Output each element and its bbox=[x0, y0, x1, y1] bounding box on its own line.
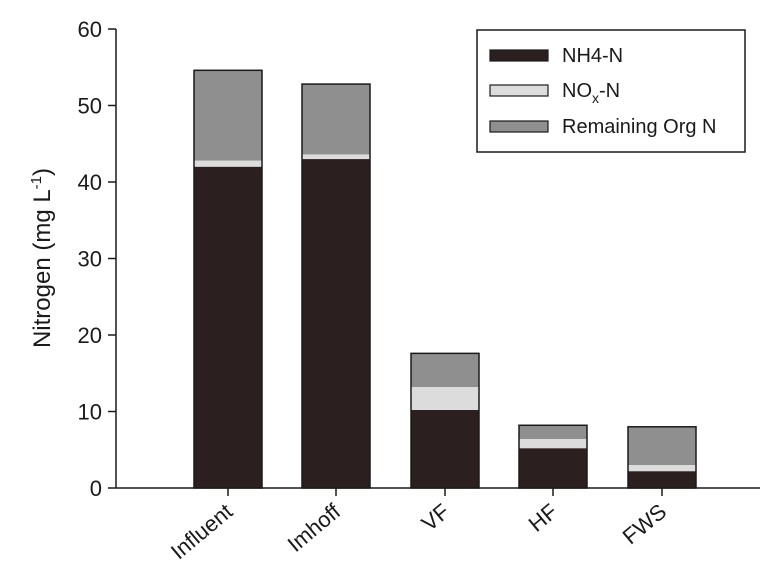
legend: NH4-N NOx-N Remaining Org N bbox=[476, 29, 746, 153]
legend-label-nh4: NH4-N bbox=[562, 45, 623, 67]
bar-segment bbox=[411, 409, 479, 488]
bar-segment bbox=[519, 439, 587, 449]
legend-swatch-nh4 bbox=[489, 49, 549, 62]
bar-outline bbox=[518, 424, 588, 489]
bar-segment bbox=[302, 154, 370, 160]
y-axis-title: Nitrogen (mg L-1) bbox=[28, 168, 56, 348]
x-tick-label: HF bbox=[524, 499, 563, 537]
y-tick-label: 30 bbox=[78, 247, 102, 272]
x-tick-label: VF bbox=[417, 499, 455, 536]
legend-label-nox: NOx-N bbox=[562, 80, 620, 106]
y-tick-label: 60 bbox=[78, 17, 102, 42]
bar-segment bbox=[411, 387, 479, 410]
legend-swatch-nox bbox=[489, 84, 549, 97]
bar-outline bbox=[301, 83, 371, 489]
y-tick-label: 0 bbox=[90, 476, 102, 501]
bar-segment bbox=[628, 426, 696, 466]
y-tick-labels: 0 10 20 30 40 50 60 bbox=[78, 17, 102, 501]
bar-outline bbox=[627, 426, 697, 489]
bar-segment bbox=[194, 166, 262, 488]
bar-segment bbox=[628, 465, 696, 472]
bar-outline bbox=[410, 352, 480, 489]
x-tick-labels: Influent Imhoff VF HF FWS bbox=[166, 498, 671, 564]
y-tick-label: 20 bbox=[78, 323, 102, 348]
bars-group bbox=[193, 69, 697, 489]
bar-segment bbox=[519, 448, 587, 488]
bar-segment bbox=[194, 160, 262, 167]
x-tick-label: Influent bbox=[166, 499, 237, 565]
legend-label-org-n: Remaining Org N bbox=[562, 116, 717, 138]
bar-outline bbox=[193, 69, 263, 489]
y-tick-label: 40 bbox=[78, 170, 102, 195]
y-axis-title-superscript: -1 bbox=[28, 176, 45, 189]
legend-swatch-org-n bbox=[489, 120, 549, 133]
bar-segment bbox=[411, 353, 479, 388]
y-axis-title-close: ) bbox=[29, 168, 56, 176]
y-tick-label: 50 bbox=[78, 94, 102, 119]
x-tick-label: Imhoff bbox=[283, 498, 346, 557]
bar-segment bbox=[519, 425, 587, 440]
bar-segment bbox=[302, 159, 370, 489]
y-axis-title-main: Nitrogen (mg L bbox=[29, 189, 56, 348]
bar-segment bbox=[194, 70, 262, 161]
bar-segment bbox=[302, 84, 370, 155]
y-tick-label: 10 bbox=[78, 400, 102, 425]
x-tick-label: FWS bbox=[618, 499, 672, 550]
bar-segment bbox=[628, 471, 696, 488]
